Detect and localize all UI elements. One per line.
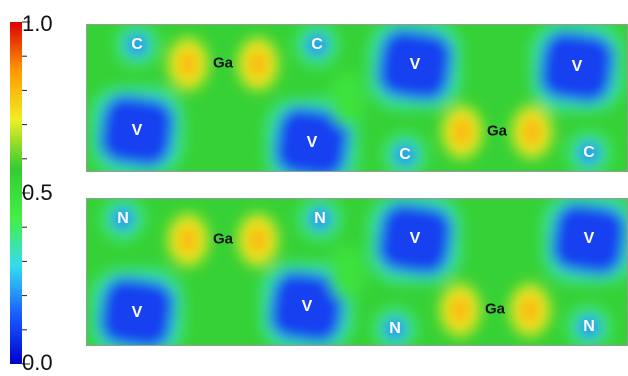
atom-label-n: N (583, 318, 595, 335)
atom-label-v: V (301, 298, 313, 315)
color-scale-bar (10, 21, 30, 365)
color-scale-gradient (10, 22, 22, 364)
atom-label-v: V (131, 304, 143, 321)
atom-label-n: N (117, 210, 129, 227)
density-peak-inner (451, 295, 469, 325)
density-peak-inner (521, 295, 539, 325)
atom-label-n: N (389, 320, 401, 337)
void-region (539, 31, 615, 103)
atom-label-ga: Ga (486, 122, 508, 140)
tick-label-mid: 0.5 (22, 180, 53, 205)
atom-label-n: N (314, 210, 326, 227)
void-region (99, 95, 175, 167)
anion-core (383, 317, 407, 341)
atom-label-c: C (131, 36, 143, 53)
atom-label-v: V (571, 58, 583, 75)
void-region (269, 271, 345, 343)
atom-label-v: V (409, 56, 421, 73)
density-saddle (329, 245, 365, 301)
atom-label-v: V (306, 134, 318, 151)
color-scale-ticks (22, 21, 30, 365)
anion-core (393, 143, 417, 167)
void-region (99, 277, 175, 345)
anion-core (577, 315, 601, 339)
atom-label-ga: Ga (484, 300, 506, 318)
anion-core (308, 207, 332, 231)
atom-label-c: C (311, 36, 323, 53)
tick-label-min: 0.0 (22, 350, 53, 375)
anion-core (111, 207, 135, 231)
density-peak-inner (249, 49, 267, 79)
atom-label-v: V (583, 230, 595, 247)
void-region (274, 107, 350, 171)
void-region (377, 203, 453, 275)
atom-label-v: V (131, 122, 143, 139)
void-region (377, 29, 453, 101)
tick-label-max: 1.0 (22, 11, 53, 36)
atom-label-c: C (583, 144, 595, 161)
density-peak-inner (179, 49, 197, 79)
atom-label-ga: Ga (212, 230, 234, 248)
anion-core (305, 33, 329, 57)
density-map-top: C Ga C V V V V Ga C C (86, 24, 628, 172)
density-saddle (329, 71, 365, 127)
density-map-bottom: N Ga N V V V V Ga N N (86, 198, 628, 346)
void-region (551, 203, 627, 275)
density-peak-inner (249, 225, 267, 255)
anion-core (125, 33, 149, 57)
anion-core (577, 141, 601, 165)
atom-label-ga: Ga (212, 54, 234, 72)
atom-label-v: V (409, 230, 421, 247)
atom-label-c: C (399, 146, 411, 163)
density-peak-inner (179, 225, 197, 255)
density-peak-inner (453, 117, 471, 147)
density-peak-inner (523, 117, 541, 147)
